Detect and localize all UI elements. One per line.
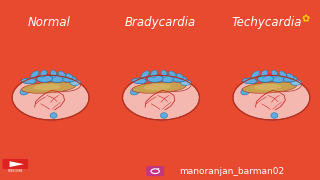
Ellipse shape — [34, 75, 61, 88]
Circle shape — [157, 168, 159, 169]
Ellipse shape — [46, 76, 81, 91]
Ellipse shape — [40, 70, 47, 77]
Ellipse shape — [12, 75, 89, 120]
Ellipse shape — [37, 75, 52, 82]
Ellipse shape — [241, 87, 251, 95]
Text: Techycardia: Techycardia — [232, 16, 302, 29]
Ellipse shape — [254, 75, 282, 88]
Text: ✿: ✿ — [301, 14, 310, 24]
Ellipse shape — [62, 76, 76, 82]
Ellipse shape — [258, 75, 273, 82]
Ellipse shape — [267, 76, 301, 91]
Ellipse shape — [31, 71, 39, 78]
Ellipse shape — [141, 71, 149, 78]
Ellipse shape — [130, 87, 140, 95]
Text: manoranjan_barman02: manoranjan_barman02 — [179, 166, 284, 176]
Ellipse shape — [151, 70, 157, 77]
FancyBboxPatch shape — [146, 166, 164, 176]
Ellipse shape — [21, 78, 36, 84]
Ellipse shape — [161, 70, 167, 77]
Ellipse shape — [242, 78, 257, 84]
Ellipse shape — [161, 113, 167, 118]
Ellipse shape — [270, 75, 285, 83]
Ellipse shape — [34, 84, 61, 90]
Ellipse shape — [156, 76, 191, 91]
Ellipse shape — [21, 82, 76, 93]
Ellipse shape — [261, 70, 268, 77]
Ellipse shape — [144, 75, 171, 88]
Ellipse shape — [291, 80, 301, 85]
Ellipse shape — [271, 113, 278, 118]
Ellipse shape — [50, 113, 57, 118]
Ellipse shape — [254, 84, 282, 90]
Ellipse shape — [123, 75, 199, 120]
Ellipse shape — [283, 76, 297, 82]
Text: Normal: Normal — [28, 16, 71, 29]
Text: SUBSCRIBE: SUBSCRIBE — [8, 169, 23, 173]
Ellipse shape — [50, 75, 64, 83]
Ellipse shape — [51, 70, 57, 77]
Ellipse shape — [144, 84, 171, 90]
Ellipse shape — [233, 75, 310, 120]
Polygon shape — [10, 161, 24, 167]
Ellipse shape — [160, 75, 175, 83]
Ellipse shape — [176, 74, 183, 79]
Ellipse shape — [66, 74, 73, 79]
Ellipse shape — [242, 82, 296, 93]
Ellipse shape — [287, 74, 294, 79]
Ellipse shape — [132, 82, 186, 93]
Ellipse shape — [169, 71, 176, 78]
Ellipse shape — [70, 80, 81, 85]
Ellipse shape — [147, 75, 163, 82]
Ellipse shape — [180, 80, 191, 85]
FancyBboxPatch shape — [3, 159, 28, 169]
Ellipse shape — [132, 78, 147, 84]
Ellipse shape — [58, 71, 66, 78]
Ellipse shape — [252, 71, 260, 78]
Ellipse shape — [279, 71, 286, 78]
Ellipse shape — [173, 76, 187, 82]
Ellipse shape — [271, 70, 277, 77]
Ellipse shape — [20, 87, 30, 95]
Text: Bradycardia: Bradycardia — [124, 16, 196, 29]
